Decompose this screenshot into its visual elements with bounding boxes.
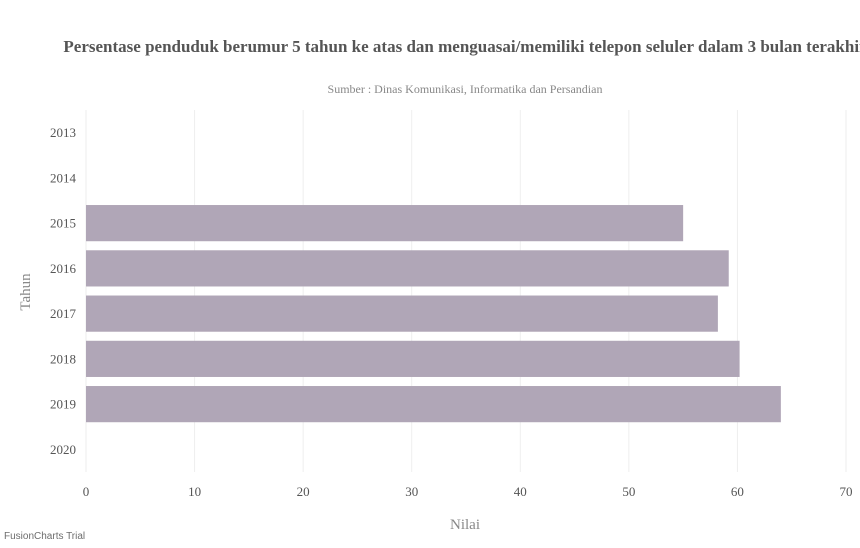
y-tick-label: 2016 <box>50 261 77 276</box>
x-tick-label: 10 <box>188 484 201 499</box>
x-tick-label: 40 <box>514 484 527 499</box>
bar-series <box>86 205 781 423</box>
y-axis-tick-labels: 2013 2014 2015 2016 2017 2018 2019 2020 <box>50 125 77 457</box>
x-tick-label: 50 <box>622 484 635 499</box>
y-tick-label: 2014 <box>50 170 77 185</box>
y-axis-title: Tahun <box>18 273 34 311</box>
x-tick-label: 30 <box>405 484 418 499</box>
y-tick-label: 2019 <box>50 397 76 412</box>
bar-2016[interactable] <box>86 250 729 287</box>
y-tick-label: 2018 <box>50 351 76 366</box>
x-tick-label: 20 <box>297 484 310 499</box>
y-tick-label: 2020 <box>50 442 76 457</box>
chart-subtitle: Sumber : Dinas Komunikasi, Informatika d… <box>327 82 603 96</box>
bar-2019[interactable] <box>86 386 781 423</box>
bar-2017[interactable] <box>86 295 718 332</box>
y-tick-label: 2017 <box>50 306 77 321</box>
bar-2015[interactable] <box>86 205 684 242</box>
x-axis-title: Nilai <box>450 517 480 533</box>
watermark: FusionCharts Trial <box>4 531 86 542</box>
x-tick-label: 60 <box>731 484 744 499</box>
chart-title: Persentase penduduk berumur 5 tahun ke a… <box>63 37 860 56</box>
x-tick-label: 0 <box>83 484 90 499</box>
y-tick-label: 2015 <box>50 216 76 231</box>
x-tick-label: 70 <box>840 484 853 499</box>
x-axis-tick-labels: 0 10 20 30 40 50 60 70 <box>83 484 853 499</box>
y-tick-label: 2013 <box>50 125 76 140</box>
bar-2018[interactable] <box>86 340 740 377</box>
